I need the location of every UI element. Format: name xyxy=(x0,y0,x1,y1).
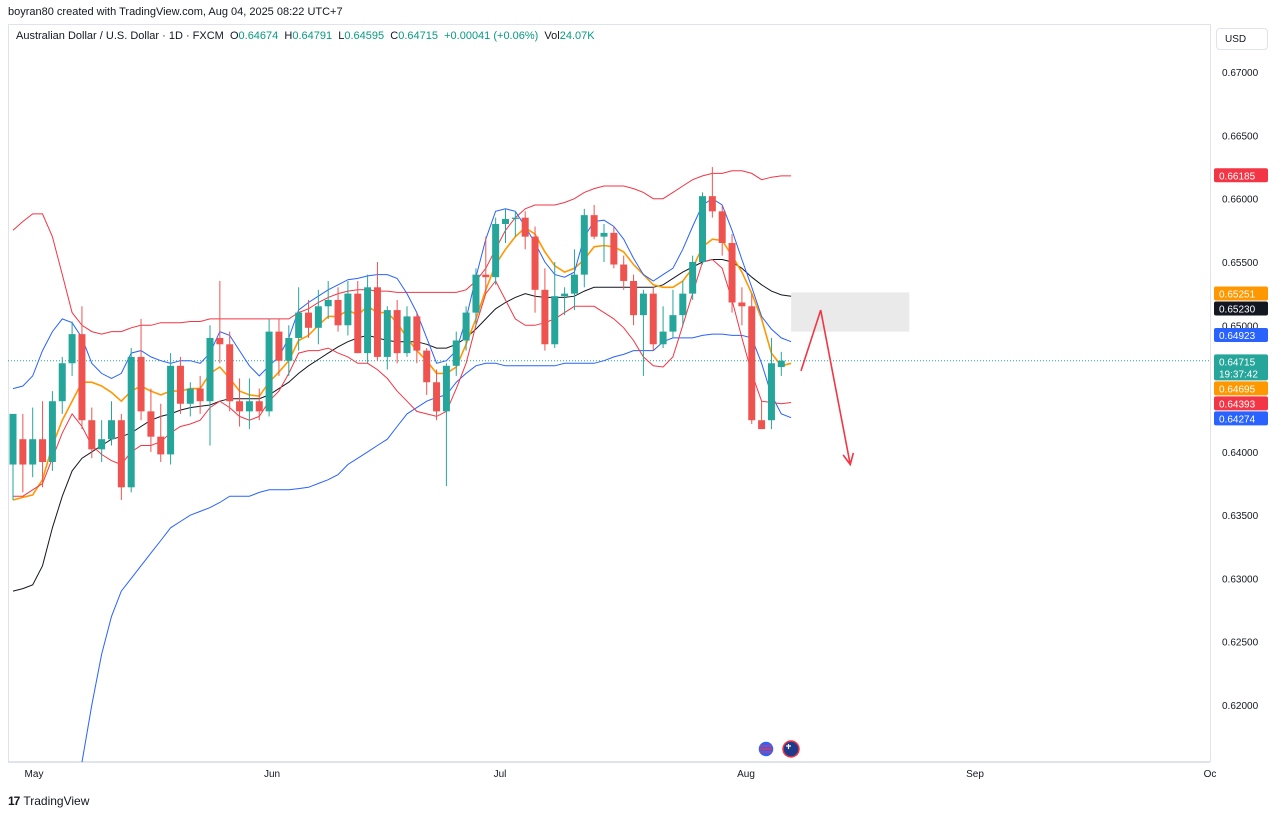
high-value: 0.64791 xyxy=(292,30,333,42)
time-scale[interactable] xyxy=(8,762,1210,784)
high-label: H xyxy=(284,30,293,42)
low-label: L xyxy=(338,30,345,42)
symbol-legend: Australian Dollar / U.S. Dollar · 1D · F… xyxy=(16,30,595,42)
author-line: boyran80 created with TradingView.com, A… xyxy=(8,6,343,18)
low-value: 0.64595 xyxy=(344,30,385,42)
close-label: C xyxy=(390,30,399,42)
close-value: 0.64715 xyxy=(398,30,438,42)
tradingview-logo-icon: 17 xyxy=(8,794,20,808)
chart-pane[interactable] xyxy=(8,24,1210,762)
footer-brand-text: TradingView xyxy=(23,794,90,808)
volume-value: 24.07K xyxy=(559,30,595,42)
volume-label: Vol xyxy=(544,30,560,42)
symbol-title[interactable]: Australian Dollar / U.S. Dollar · 1D · F… xyxy=(16,30,224,42)
price-scale[interactable] xyxy=(1210,24,1272,762)
footer-brand[interactable]: 17 TradingView xyxy=(8,794,89,808)
open-label: O xyxy=(229,30,239,42)
currency-button[interactable]: USD xyxy=(1216,28,1268,50)
change-value: +0.00041 (+0.06%) xyxy=(444,30,539,42)
open-value: 0.64674 xyxy=(238,30,279,42)
